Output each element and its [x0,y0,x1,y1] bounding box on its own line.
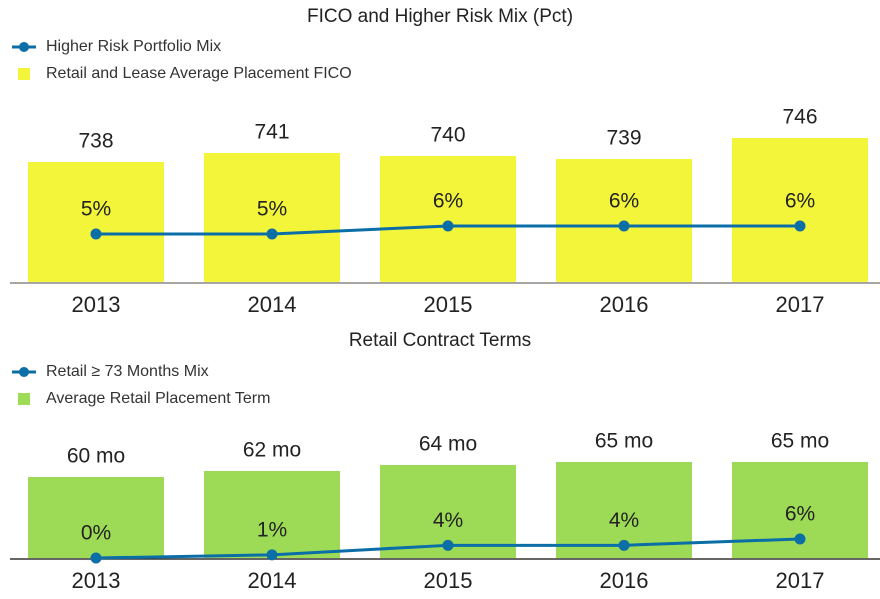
bar-value-label: 738 [78,130,113,153]
x-tick-label: 2013 [72,292,121,317]
line-marker [90,228,102,240]
legend-label: Higher Risk Portfolio Mix [46,38,221,55]
bar-value-label: 60 mo [67,445,125,468]
x-tick-label: 2015 [424,568,473,593]
line-marker [794,220,806,232]
legend-marker [19,42,29,52]
line-marker [266,228,278,240]
bar-value-label: 740 [430,124,465,147]
legend-label: Retail ≥ 73 Months Mix [46,363,209,380]
line-marker [90,552,102,564]
line-marker [442,220,454,232]
legend-marker [19,367,29,377]
line-value-label: 4% [609,509,639,532]
bar [380,156,516,282]
line-value-label: 6% [433,190,463,213]
line-value-label: 4% [433,509,463,532]
bar [28,477,164,558]
x-tick-label: 2017 [776,568,825,593]
x-tick-label: 2013 [72,568,121,593]
bar [28,162,164,282]
chart-title: FICO and Higher Risk Mix (Pct) [307,6,573,27]
x-tick-label: 2016 [600,568,649,593]
x-tick-label: 2014 [248,292,297,317]
bar-value-label: 65 mo [771,430,829,453]
bar-value-label: 64 mo [419,433,477,456]
x-tick-label: 2017 [776,292,825,317]
bar [204,471,340,558]
line-value-label: 6% [785,503,815,526]
line-value-label: 5% [81,198,111,221]
legend-label: Average Retail Placement Term [46,390,270,407]
line-value-label: 0% [81,522,111,545]
bar-value-label: 739 [606,127,641,150]
chart-title: Retail Contract Terms [349,330,531,351]
bar-value-label: 741 [254,121,289,144]
bar-value-label: 65 mo [595,430,653,453]
line-marker [266,549,278,561]
line-value-label: 6% [609,190,639,213]
legend-swatch [18,393,30,405]
line-marker [794,533,806,545]
line-marker [442,539,454,551]
x-tick-label: 2015 [424,292,473,317]
bar [204,153,340,282]
line-value-label: 5% [257,198,287,221]
x-tick-label: 2016 [600,292,649,317]
bar-value-label: 62 mo [243,439,301,462]
line-marker [618,539,630,551]
x-tick-label: 2014 [248,568,297,593]
legend-swatch [18,68,30,80]
bar-value-label: 746 [782,106,817,129]
bar [732,138,868,282]
line-value-label: 6% [785,190,815,213]
legend-label: Retail and Lease Average Placement FICO [46,65,352,82]
line-value-label: 1% [257,518,287,541]
line-marker [618,220,630,232]
